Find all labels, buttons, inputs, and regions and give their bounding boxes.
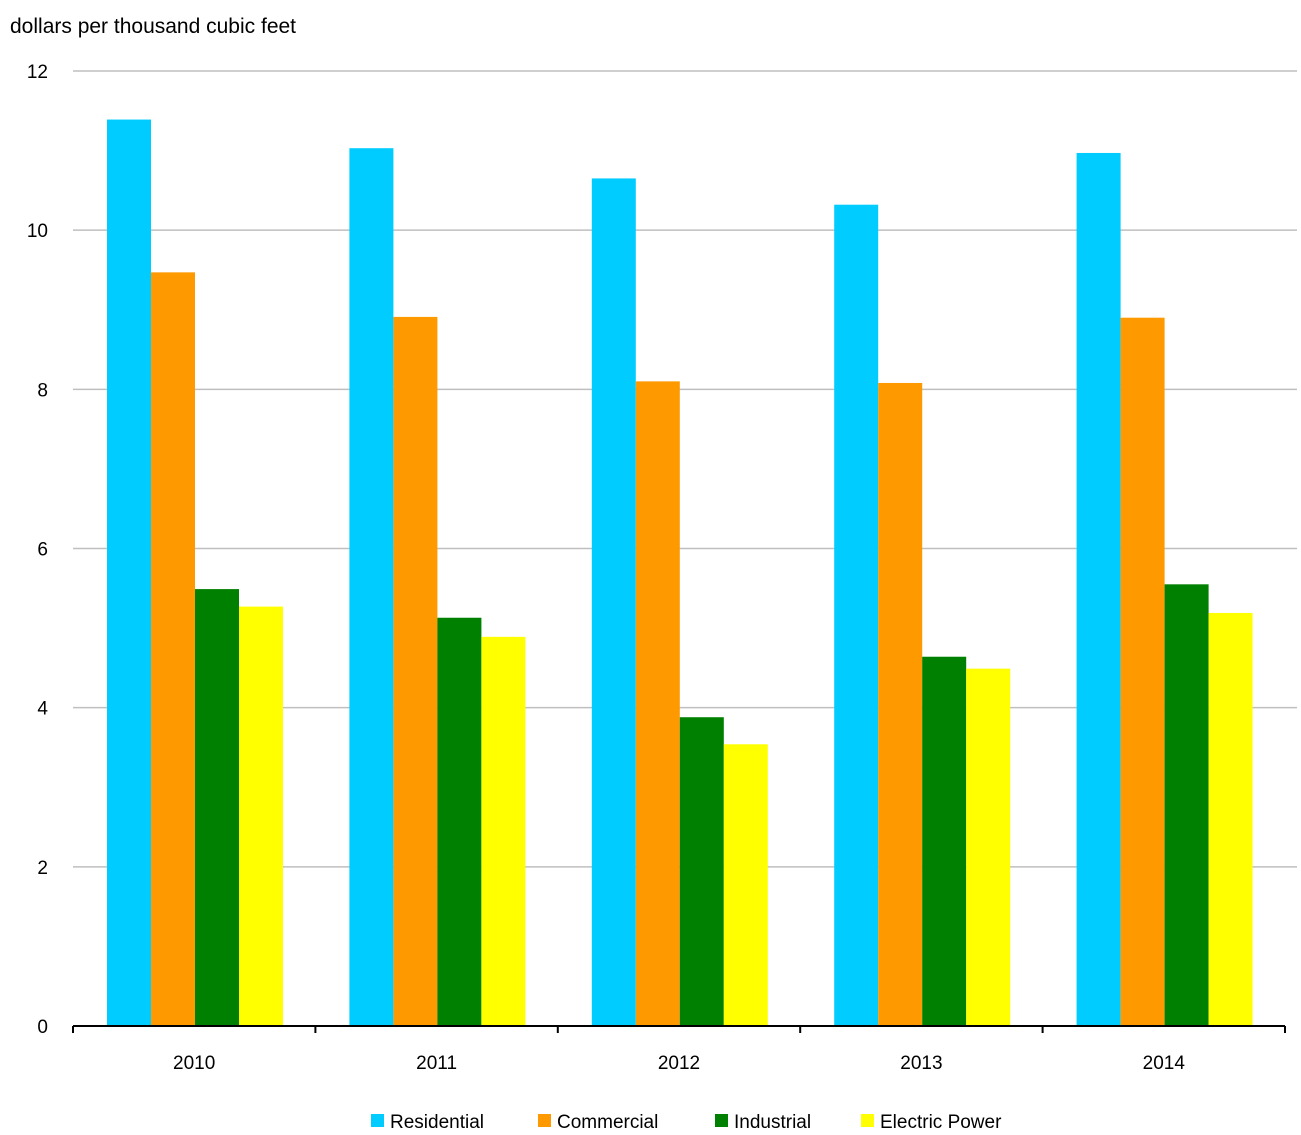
legend-label: Residential bbox=[390, 1112, 484, 1133]
bar-residential bbox=[592, 178, 636, 1026]
legend-swatch bbox=[715, 1114, 728, 1127]
bar-industrial bbox=[1165, 584, 1209, 1026]
y-tick-label: 0 bbox=[37, 1017, 48, 1038]
bar-electric-power bbox=[1209, 613, 1253, 1026]
bar-electric-power bbox=[966, 669, 1010, 1026]
x-tick-label: 2013 bbox=[900, 1053, 942, 1074]
bar-residential bbox=[349, 148, 393, 1026]
y-tick-label: 12 bbox=[27, 62, 48, 83]
y-axis-unit-label: dollars per thousand cubic feet bbox=[10, 15, 296, 38]
bar-commercial bbox=[151, 272, 195, 1026]
bar-commercial bbox=[1121, 318, 1165, 1026]
legend-label: Electric Power bbox=[880, 1112, 1002, 1133]
x-tick-label: 2010 bbox=[173, 1053, 215, 1074]
y-tick-label: 8 bbox=[37, 380, 48, 401]
bar-industrial bbox=[195, 589, 239, 1026]
bar-industrial bbox=[922, 657, 966, 1026]
legend-swatch bbox=[538, 1114, 551, 1127]
bars bbox=[107, 120, 1253, 1026]
legend-label: Industrial bbox=[734, 1112, 811, 1133]
bar-electric-power bbox=[481, 637, 525, 1026]
bar-commercial bbox=[636, 381, 680, 1026]
legend-swatch bbox=[861, 1114, 874, 1127]
y-tick-label: 10 bbox=[27, 221, 48, 242]
x-tick-label: 2014 bbox=[1143, 1053, 1186, 1074]
legend-label: Commercial bbox=[557, 1112, 658, 1133]
x-tick-label: 2012 bbox=[658, 1053, 700, 1074]
bar-commercial bbox=[878, 383, 922, 1026]
legend: Residential Commercial Industrial Electric … bbox=[371, 1112, 1002, 1133]
bar-commercial bbox=[393, 317, 437, 1026]
y-tick-label: 2 bbox=[37, 858, 48, 879]
bar-residential bbox=[834, 205, 878, 1026]
x-tick-label: 2011 bbox=[416, 1053, 457, 1074]
bar-industrial bbox=[680, 717, 724, 1026]
bar-industrial bbox=[437, 618, 481, 1026]
bar-residential bbox=[107, 120, 151, 1026]
y-tick-label: 6 bbox=[37, 540, 48, 561]
bar-electric-power bbox=[239, 607, 283, 1026]
bar-residential bbox=[1077, 153, 1121, 1026]
bar-electric-power bbox=[724, 744, 768, 1026]
legend-swatch bbox=[371, 1114, 384, 1127]
y-tick-label: 4 bbox=[37, 699, 48, 720]
